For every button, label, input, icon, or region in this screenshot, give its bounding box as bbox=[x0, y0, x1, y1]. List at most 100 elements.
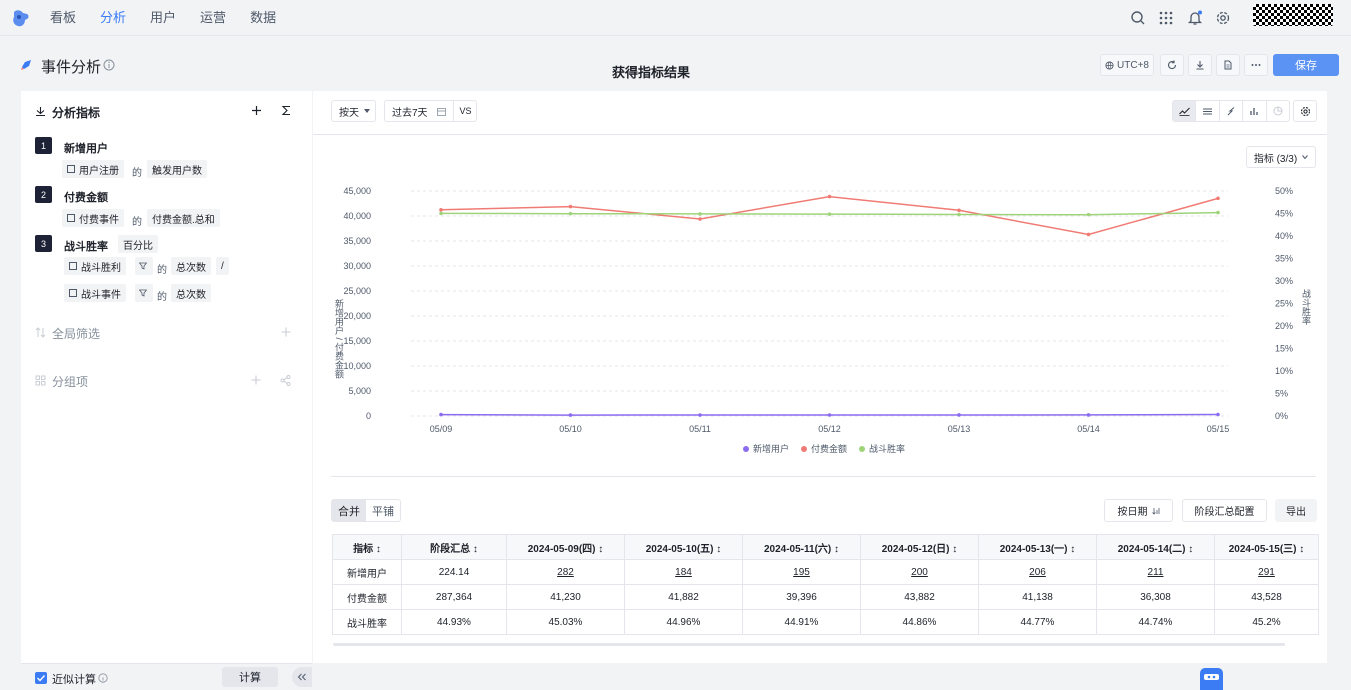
nav-item-users[interactable]: 用户 bbox=[150, 10, 177, 25]
metric-3-measure[interactable]: 总次数 bbox=[171, 257, 211, 275]
table-cell[interactable]: 195 bbox=[742, 559, 861, 585]
chart-settings-button[interactable] bbox=[1293, 100, 1317, 122]
event-icon bbox=[69, 289, 77, 297]
metric-1-event[interactable]: 用户注册 bbox=[62, 160, 124, 178]
info-icon[interactable] bbox=[103, 59, 115, 71]
avatar[interactable] bbox=[1253, 4, 1333, 26]
collapse-button[interactable] bbox=[292, 667, 312, 687]
metric-1-name[interactable]: 新增用户 bbox=[64, 143, 108, 155]
granularity-select[interactable]: 按天 bbox=[331, 100, 376, 122]
metric-2-event[interactable]: 付费事件 bbox=[62, 209, 124, 227]
add-group-icon[interactable] bbox=[251, 375, 261, 385]
y-right-tick-label: 20% bbox=[1275, 321, 1293, 331]
assistant-bot-icon[interactable] bbox=[1200, 668, 1223, 690]
legend-item-win-rate[interactable]: 战斗胜率 bbox=[859, 442, 905, 455]
legend-label: 付费金额 bbox=[811, 444, 848, 454]
stage-summary-config-button[interactable]: 阶段汇总配置 bbox=[1182, 499, 1267, 522]
mode-tile-tab[interactable]: 平铺 bbox=[372, 505, 394, 518]
stacked-chart-icon[interactable] bbox=[1220, 101, 1244, 121]
legend-item-new-users[interactable]: 新增用户 bbox=[743, 442, 789, 455]
metric-picker[interactable]: 指标 (3/3) bbox=[1246, 146, 1316, 168]
y-right-tick-label: 40% bbox=[1275, 231, 1293, 241]
column-header[interactable]: 2024-05-10(五) ↕ bbox=[624, 534, 743, 560]
more-button[interactable] bbox=[1244, 54, 1268, 76]
metric-3-event[interactable]: 战斗胜利 bbox=[64, 257, 126, 275]
nav-item-dashboard[interactable]: 看板 bbox=[50, 10, 77, 25]
by-date-button[interactable]: 按日期 bbox=[1104, 499, 1173, 522]
table-cell[interactable]: 184 bbox=[624, 559, 743, 585]
column-header[interactable]: 2024-05-15(三) ↕ bbox=[1214, 534, 1319, 560]
metric-2-measure[interactable]: 付费金额.总和 bbox=[147, 209, 220, 227]
share-icon[interactable] bbox=[280, 375, 291, 386]
column-header[interactable]: 指标 ↕ bbox=[332, 534, 402, 560]
metric-3-format[interactable]: 百分比 bbox=[118, 235, 158, 253]
bar-chart-icon[interactable] bbox=[1243, 101, 1267, 121]
column-header[interactable]: 2024-05-11(六) ↕ bbox=[742, 534, 861, 560]
calc-button[interactable]: 计算 bbox=[222, 667, 278, 687]
nav-item-data[interactable]: 数据 bbox=[250, 10, 277, 25]
table-cell[interactable]: 206 bbox=[978, 559, 1097, 585]
table-header-row: 指标 ↕ 阶段汇总 ↕ 2024-05-09(四) ↕ 2024-05-10(五) ↕… bbox=[332, 534, 1319, 560]
data-point bbox=[1216, 210, 1220, 215]
line-chart-icon[interactable] bbox=[1173, 101, 1197, 121]
result-panel: 按天 过去7天 VS 指标 (3/3) 0 5,000 10,000 15,000 20… bbox=[313, 91, 1327, 663]
add-metric-icon[interactable] bbox=[251, 105, 262, 116]
horizontal-scrollbar[interactable] bbox=[333, 643, 1285, 646]
export-button[interactable]: 导出 bbox=[1275, 499, 1317, 522]
data-point bbox=[957, 208, 961, 213]
search-icon[interactable] bbox=[1130, 10, 1146, 26]
gear-icon[interactable] bbox=[1215, 10, 1231, 26]
metric-3-operator[interactable]: / bbox=[216, 257, 229, 275]
data-point bbox=[827, 212, 832, 216]
column-header[interactable]: 2024-05-13(一) ↕ bbox=[978, 534, 1097, 560]
mode-merge-tab[interactable]: 合并 bbox=[332, 500, 366, 521]
metric-3-measure2[interactable]: 总次数 bbox=[171, 284, 211, 302]
data-point bbox=[827, 413, 832, 417]
column-header[interactable]: 阶段汇总 ↕ bbox=[401, 534, 507, 560]
info-icon[interactable] bbox=[98, 673, 108, 683]
metric-3-event2[interactable]: 战斗事件 bbox=[64, 284, 126, 302]
table-cell[interactable]: 200 bbox=[860, 559, 979, 585]
table-cell[interactable]: 211 bbox=[1096, 559, 1215, 585]
result-table: 指标 ↕ 阶段汇总 ↕ 2024-05-09(四) ↕ 2024-05-10(五) ↕… bbox=[332, 534, 1319, 635]
report-button[interactable] bbox=[1216, 54, 1240, 76]
pie-chart-icon[interactable] bbox=[1267, 101, 1289, 121]
x-tick-label: 05/11 bbox=[689, 424, 711, 434]
compare-vs-button[interactable]: VS bbox=[453, 101, 477, 121]
column-header[interactable]: 2024-05-14(二) ↕ bbox=[1096, 534, 1215, 560]
timezone-button[interactable]: UTC+8 bbox=[1100, 54, 1154, 76]
metric-3-name[interactable]: 战斗胜率 bbox=[64, 241, 108, 253]
approx-label: 近似计算 bbox=[52, 674, 96, 686]
filter-icon[interactable] bbox=[135, 257, 153, 275]
data-point bbox=[568, 204, 573, 209]
refresh-button[interactable] bbox=[1160, 54, 1184, 76]
date-range-value: 过去7天 bbox=[392, 107, 428, 119]
metric-1-measure[interactable]: 触发用户数 bbox=[147, 160, 207, 178]
area-chart-icon[interactable] bbox=[1196, 101, 1220, 121]
x-tick-label: 05/12 bbox=[818, 424, 841, 434]
download-button[interactable] bbox=[1188, 54, 1212, 76]
column-header[interactable]: 2024-05-12(日) ↕ bbox=[860, 534, 979, 560]
add-filter-icon[interactable] bbox=[281, 327, 291, 337]
table-cell[interactable]: 291 bbox=[1214, 559, 1319, 585]
legend-item-revenue[interactable]: 付费金额 bbox=[801, 442, 847, 455]
group-label: 分组项 bbox=[52, 375, 89, 389]
table-cell[interactable]: 282 bbox=[506, 559, 625, 585]
bell-icon[interactable] bbox=[1187, 10, 1203, 26]
y-right-tick-label: 25% bbox=[1275, 299, 1293, 309]
nav-item-operations[interactable]: 运营 bbox=[200, 10, 227, 25]
app-logo[interactable] bbox=[10, 7, 32, 29]
metric-2-name[interactable]: 付费金额 bbox=[64, 192, 108, 204]
y-left-tick-label: 35,000 bbox=[343, 236, 371, 246]
metric-3-number: 3 bbox=[35, 235, 52, 252]
filter-icon[interactable] bbox=[135, 284, 153, 302]
nav-item-analysis[interactable]: 分析 bbox=[100, 10, 127, 25]
apps-grid-icon[interactable] bbox=[1158, 10, 1174, 26]
column-header[interactable]: 2024-05-09(四) ↕ bbox=[506, 534, 625, 560]
sigma-icon[interactable] bbox=[281, 105, 292, 116]
save-button[interactable]: 保存 bbox=[1273, 54, 1339, 76]
table-row: 付费金额 287,364 41,230 41,882 39,396 43,882 41,13… bbox=[332, 584, 1319, 610]
global-filter-label: 全局筛选 bbox=[52, 327, 101, 341]
date-range-picker[interactable]: 过去7天 VS bbox=[384, 100, 477, 122]
approx-checkbox[interactable] bbox=[35, 672, 47, 684]
